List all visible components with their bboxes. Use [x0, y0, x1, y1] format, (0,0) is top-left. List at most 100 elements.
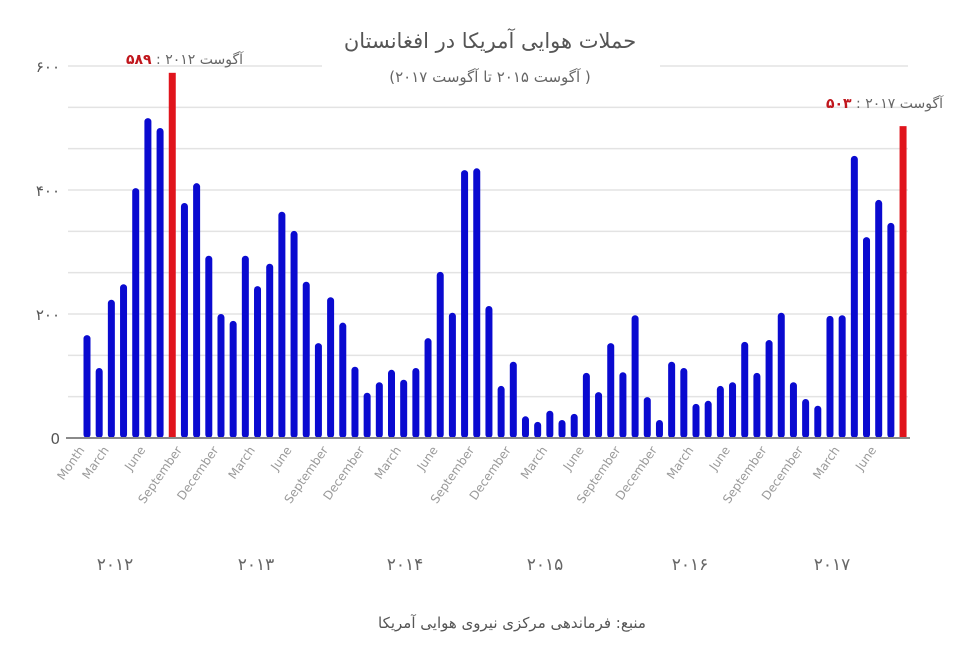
bar	[704, 400, 712, 438]
bar	[107, 299, 115, 438]
x-tick-label: June	[414, 444, 441, 474]
bar	[789, 382, 797, 438]
bar	[290, 230, 298, 438]
bar	[156, 128, 164, 438]
bar	[278, 211, 286, 438]
bar	[521, 416, 529, 438]
year-label: ۲۰۱۲	[97, 555, 134, 575]
year-label: ۲۰۱۵	[527, 555, 564, 575]
year-label: ۲۰۱۳	[238, 555, 275, 575]
bar	[83, 335, 91, 438]
bar	[765, 340, 773, 438]
year-labels: ۲۰۱۲ ۲۰۱۳ ۲۰۱۴ ۲۰۱۵ ۲۰۱۶ ۲۰۱۷	[97, 555, 851, 575]
bar	[619, 372, 627, 438]
bar	[838, 315, 846, 438]
bar	[509, 361, 517, 438]
bar	[193, 183, 201, 438]
bar	[132, 188, 140, 438]
source-note: منبع: فرماندهی مرکزی نیروی هوایی آمریکا	[378, 614, 646, 632]
bar	[327, 297, 335, 438]
annotation-label: : آگوست ۲۰۱۲	[152, 51, 245, 68]
bar	[534, 421, 542, 438]
bar	[643, 397, 651, 438]
bar	[875, 199, 883, 438]
bar	[716, 385, 724, 438]
bar	[582, 372, 590, 438]
bar	[351, 366, 359, 438]
x-tick-label: March	[79, 444, 111, 482]
bar	[229, 320, 237, 438]
bar	[558, 420, 566, 438]
bar	[485, 305, 493, 438]
bar	[753, 372, 761, 438]
bar	[363, 392, 371, 438]
y-tick-label: 0	[50, 430, 60, 448]
x-tick-label: June	[706, 444, 733, 474]
x-tick-label: June	[852, 444, 879, 474]
bar	[461, 170, 469, 438]
bar	[241, 255, 249, 438]
bar	[314, 343, 322, 438]
bar	[388, 369, 395, 438]
bar	[802, 398, 810, 438]
x-tick-label: March	[226, 444, 258, 482]
year-label: ۲۰۱۶	[672, 555, 709, 575]
bar	[850, 155, 858, 438]
y-tick-label: ۶۰۰	[36, 58, 60, 76]
bar	[887, 222, 895, 438]
y-tick-label: ۴۰۰	[36, 182, 60, 200]
annotation-peak-2012: ۵۸۹ : آگوست ۲۰۱۲	[126, 51, 244, 68]
bar	[144, 118, 152, 438]
bar	[777, 312, 785, 438]
annotation-label: : آگوست ۲۰۱۷	[852, 95, 945, 112]
bar	[412, 367, 420, 438]
bar	[826, 315, 834, 438]
bar	[729, 382, 737, 438]
x-tick-label: March	[664, 444, 696, 482]
annotation-value: ۵۰۳	[826, 96, 852, 112]
bar	[546, 410, 554, 438]
bar	[668, 361, 676, 438]
bar	[741, 341, 749, 438]
bar	[424, 338, 432, 438]
bars	[83, 72, 907, 439]
bar	[497, 385, 505, 438]
bar	[436, 271, 444, 438]
bar	[680, 367, 688, 438]
bar	[570, 413, 578, 438]
x-tick-label: March	[810, 444, 842, 482]
bar	[217, 314, 225, 438]
bar	[254, 286, 262, 438]
bar	[339, 322, 347, 438]
year-label: ۲۰۱۴	[387, 555, 424, 575]
bar	[205, 255, 213, 438]
highlighted-bar	[168, 72, 176, 438]
annotation-peak-2017: ۵۰۳ : آگوست ۲۰۱۷	[826, 95, 944, 112]
bar	[302, 281, 310, 438]
bar	[95, 367, 103, 438]
bar	[595, 392, 603, 438]
y-tick-label: ۲۰۰	[36, 306, 60, 324]
bar	[180, 203, 188, 438]
bar	[266, 263, 274, 438]
bar	[448, 312, 456, 438]
bar	[473, 168, 481, 439]
year-label: ۲۰۱۷	[814, 555, 851, 575]
x-tick-label: March	[518, 444, 550, 482]
bar	[814, 405, 822, 438]
highlighted-bar	[899, 126, 907, 438]
bar	[120, 284, 128, 438]
chart-title: حملات هوایی آمریکا در افغانستان	[344, 28, 636, 53]
bar	[863, 237, 871, 438]
x-tick-label: March	[372, 444, 404, 482]
x-tick-label: June	[560, 444, 587, 474]
y-axis: 0 ۲۰۰ ۴۰۰ ۶۰۰	[36, 58, 60, 448]
bar	[692, 403, 700, 438]
bar	[655, 420, 663, 438]
chart-subtitle: ( آگوست ۲۰۱۵ تا آگوست ۲۰۱۷)	[389, 68, 590, 86]
x-tick-label: June	[121, 444, 148, 474]
bar	[607, 343, 615, 438]
bar	[631, 315, 639, 438]
